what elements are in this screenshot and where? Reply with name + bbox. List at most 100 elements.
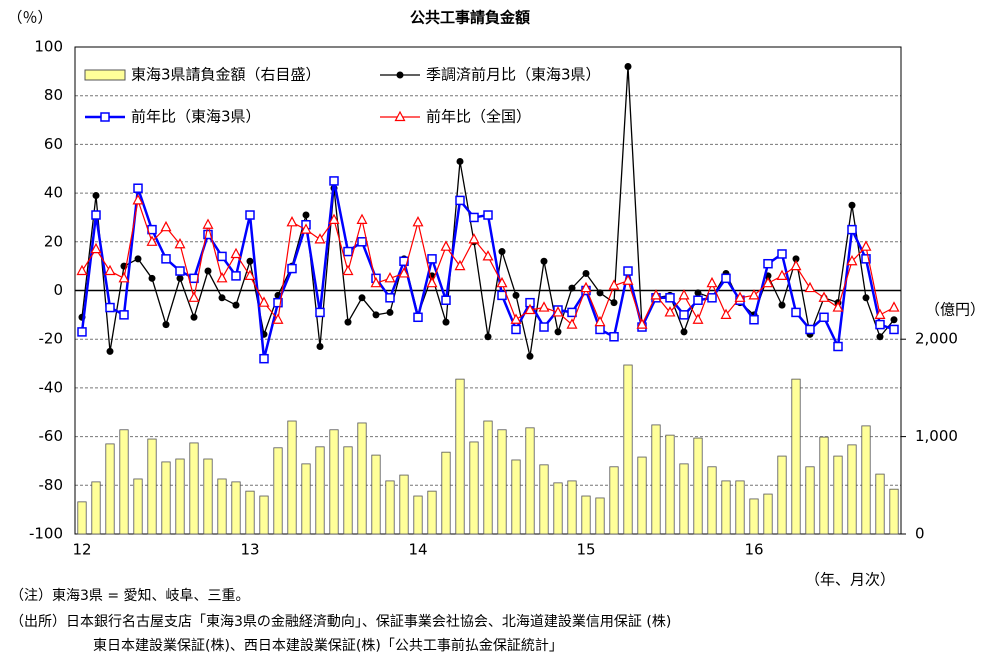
bar xyxy=(259,495,269,535)
point xyxy=(272,313,284,324)
bar xyxy=(567,480,577,535)
chart-title: 公共工事請負金額 xyxy=(410,9,530,27)
bar xyxy=(357,422,367,535)
point xyxy=(218,294,226,302)
bar xyxy=(833,455,843,535)
point xyxy=(344,318,352,326)
point xyxy=(566,318,578,329)
bar xyxy=(483,420,493,535)
point xyxy=(342,264,354,276)
point xyxy=(302,211,310,219)
point xyxy=(232,301,240,309)
point xyxy=(160,220,172,232)
point xyxy=(91,210,101,220)
point xyxy=(385,293,395,303)
point xyxy=(721,273,731,284)
point xyxy=(538,301,550,312)
point xyxy=(568,284,576,292)
point xyxy=(526,352,534,360)
bar xyxy=(413,495,423,535)
point xyxy=(442,318,450,326)
point xyxy=(511,324,521,335)
point xyxy=(889,324,899,335)
point xyxy=(777,249,787,259)
point xyxy=(175,266,185,276)
point xyxy=(862,294,870,302)
point xyxy=(315,307,325,318)
x-tick-label: 13 xyxy=(240,541,259,559)
point xyxy=(595,324,605,335)
point xyxy=(146,235,158,246)
point xyxy=(552,306,564,317)
point xyxy=(202,218,214,229)
point xyxy=(539,322,549,332)
point xyxy=(217,251,227,262)
point xyxy=(888,301,900,312)
point xyxy=(776,269,788,280)
y-axis-label: （％） xyxy=(7,9,52,27)
point xyxy=(540,257,548,265)
bar xyxy=(889,488,899,535)
point xyxy=(105,302,115,313)
y-tick-label: -80 xyxy=(39,476,64,494)
point xyxy=(833,341,843,352)
point xyxy=(707,293,717,303)
point xyxy=(386,308,394,316)
point xyxy=(188,291,200,302)
bar xyxy=(497,429,507,535)
point xyxy=(427,254,437,264)
point xyxy=(230,247,242,259)
point xyxy=(636,318,648,329)
point xyxy=(762,276,774,288)
bar xyxy=(91,481,101,535)
bar xyxy=(301,463,311,535)
point xyxy=(610,299,618,307)
point xyxy=(372,311,380,319)
bar xyxy=(609,466,619,535)
legend-label: 前年比（東海3県） xyxy=(131,108,261,126)
bar xyxy=(119,429,129,535)
point xyxy=(456,157,464,165)
point xyxy=(286,216,298,227)
bar xyxy=(371,454,381,535)
y2-tick-label: 0 xyxy=(915,525,925,543)
y-tick-label: -60 xyxy=(39,427,64,445)
point xyxy=(370,276,382,288)
point xyxy=(358,294,366,302)
point xyxy=(316,343,324,351)
bar xyxy=(637,456,647,535)
point xyxy=(680,328,688,336)
bar xyxy=(861,425,871,535)
y2-tick-label: 1,000 xyxy=(915,427,958,445)
bar xyxy=(749,498,759,535)
point xyxy=(692,313,704,324)
point xyxy=(231,271,241,281)
note: （出所）日本銀行名古屋支店「東海3県の金融経済動向」、保証事業会社協会、北海道建… xyxy=(10,614,671,630)
point xyxy=(567,307,577,318)
point xyxy=(874,308,886,319)
point xyxy=(706,276,718,288)
point xyxy=(749,314,759,325)
bar xyxy=(399,474,409,535)
bar xyxy=(273,447,283,535)
y-tick-label: 100 xyxy=(34,38,63,56)
point xyxy=(176,274,184,282)
point xyxy=(76,264,88,276)
legend-label: 東海3県請負金額（右目盛） xyxy=(131,66,321,84)
point xyxy=(90,242,102,254)
point xyxy=(622,274,634,285)
bar xyxy=(511,459,521,535)
point xyxy=(623,266,633,276)
x-tick-label: 12 xyxy=(72,541,91,559)
point xyxy=(482,250,494,261)
note: 東日本建設業保証(株)、西日本建設業保証(株)「公共工事前払金保証統計」 xyxy=(93,637,563,654)
point xyxy=(847,224,857,235)
y2-axis-label: （億円） xyxy=(925,301,985,319)
point xyxy=(596,289,604,297)
bar xyxy=(105,443,115,535)
x-tick-label: 15 xyxy=(576,541,595,559)
bar xyxy=(847,444,857,535)
point xyxy=(890,316,898,324)
point xyxy=(594,315,606,327)
